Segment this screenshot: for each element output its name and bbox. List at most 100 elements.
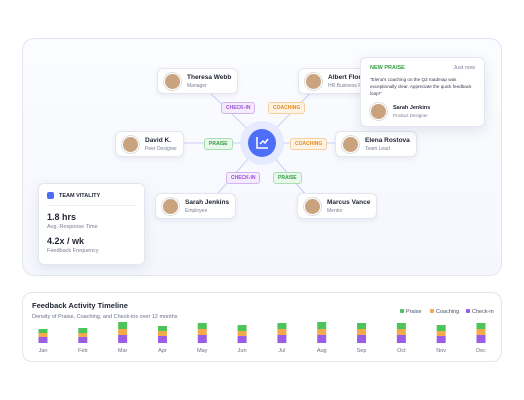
- avatar: [122, 135, 139, 153]
- bar-segment: [237, 331, 247, 336]
- bar-segment: [436, 336, 446, 343]
- edge-label: COACHING: [268, 102, 306, 114]
- person-role: Employee: [185, 207, 208, 214]
- bar-segment: [396, 335, 406, 343]
- person-name: Marcus Vance: [327, 198, 371, 206]
- legend-swatch: [430, 309, 434, 313]
- bar-segment: [197, 335, 207, 343]
- edge-label: PRAISE: [204, 138, 233, 150]
- bar-segment: [357, 335, 367, 343]
- bar-segment: [476, 329, 486, 335]
- person-node: Marcus Vance Mentor: [297, 193, 378, 219]
- legend-swatch: [466, 309, 470, 313]
- x-tick-label: Sep: [357, 348, 367, 354]
- avatar: [305, 72, 322, 90]
- x-tick-label: Feb: [78, 348, 87, 354]
- bar-segment: [197, 329, 207, 335]
- avatar: [342, 135, 359, 153]
- bar-segment: [38, 329, 48, 333]
- bar-segment: [118, 335, 128, 343]
- bar-segment: [317, 329, 327, 335]
- person-role: Mentor: [327, 207, 343, 214]
- person-node: Theresa Webb Manager: [157, 68, 239, 94]
- edge-label: CHECK-IN: [221, 102, 256, 114]
- bar-segment: [396, 329, 406, 335]
- bar-segment: [277, 335, 287, 343]
- bar-segment: [317, 335, 327, 343]
- bar-segment: [357, 323, 367, 329]
- bar-segment: [118, 322, 128, 329]
- bar-segment: [476, 335, 486, 343]
- person-name: Sarah Jenkins: [185, 198, 230, 206]
- bar-segment: [157, 331, 167, 336]
- bar-segment: [436, 331, 446, 336]
- bar-segment: [357, 329, 367, 335]
- legend-label: Praise: [406, 309, 422, 315]
- metric: 1.8 hrs: [47, 212, 77, 222]
- vitality-title: TEAM VITALITY: [59, 192, 101, 199]
- legend-label: Coaching: [436, 309, 459, 315]
- x-tick-label: Mar: [118, 348, 128, 354]
- person-role: HR Business P: [328, 82, 362, 89]
- bar-segment: [78, 333, 88, 337]
- praise-quote: “Elena's coaching on the Q3 roadmap was …: [370, 77, 472, 96]
- bar-segment: [436, 325, 446, 331]
- praise-role: Product Designer: [393, 112, 428, 118]
- edge-label: PRAISE: [273, 172, 302, 184]
- hub-icon: [256, 137, 269, 149]
- x-tick-label: Aug: [317, 348, 327, 354]
- bar-segment: [157, 326, 167, 331]
- praise-author: Sarah Jenkins: [393, 104, 431, 111]
- bar-segment: [277, 323, 287, 329]
- praise-time: Just now: [453, 65, 475, 71]
- metric: 4.2x / wk: [47, 236, 85, 246]
- bar-segment: [78, 328, 88, 333]
- legend-swatch: [400, 309, 404, 313]
- x-tick-label: Jun: [238, 348, 247, 354]
- person-role: Peer Designer: [145, 145, 177, 152]
- x-tick-label: Nov: [436, 348, 446, 354]
- x-tick-label: Jul: [278, 348, 285, 354]
- vitality-card: TEAM VITALITY 1.8 hrs Avg. Response Time…: [38, 183, 145, 265]
- x-tick-label: Dec: [476, 348, 486, 354]
- bar-segment: [78, 337, 88, 343]
- avatar: [164, 72, 181, 90]
- bar-segment: [38, 333, 48, 337]
- bar-segment: [157, 336, 167, 343]
- timeline-panel: [22, 292, 502, 362]
- bar-segment: [118, 329, 128, 335]
- bar-segment: [317, 322, 327, 329]
- bar-segment: [396, 323, 406, 329]
- avatar: [304, 197, 321, 215]
- person-role: Manager: [187, 82, 207, 89]
- edge-label: CHECK-IN: [226, 172, 261, 184]
- chart-title: Feedback Activity Timeline: [32, 301, 128, 310]
- person-name: Albert Flores: [328, 73, 369, 81]
- person-node: Elena Rostova Team Lead: [335, 131, 417, 157]
- person-name: Theresa Webb: [187, 73, 232, 81]
- x-tick-label: Jan: [39, 348, 48, 354]
- legend-label: Check-in: [472, 309, 494, 315]
- bar-segment: [237, 336, 247, 343]
- person-node: David K. Peer Designer: [115, 131, 184, 157]
- bar-segment: [237, 325, 247, 331]
- x-tick-label: Oct: [397, 348, 406, 354]
- avatar: [370, 102, 387, 120]
- person-name: Elena Rostova: [365, 136, 410, 144]
- praise-card: NEW PRAISE Just now “Elena's coaching on…: [360, 57, 485, 127]
- edge-label: COACHING: [290, 138, 328, 150]
- bar-segment: [277, 329, 287, 335]
- person-name: David K.: [145, 136, 172, 144]
- bar-segment: [197, 323, 207, 329]
- person-role: Team Lead: [365, 145, 390, 152]
- x-tick-label: May: [197, 348, 208, 354]
- chart-subtitle: Density of Praise, Coaching, and Check-i…: [32, 314, 178, 320]
- metric-label: Avg. Response Time: [47, 224, 98, 230]
- bar-segment: [38, 337, 48, 343]
- x-tick-label: Apr: [158, 348, 167, 354]
- bar-segment: [476, 323, 486, 329]
- metric-label: Feedback Frequency: [47, 248, 99, 254]
- person-node: Sarah Jenkins Employee: [155, 193, 237, 219]
- praise-label: NEW PRAISE: [370, 65, 405, 71]
